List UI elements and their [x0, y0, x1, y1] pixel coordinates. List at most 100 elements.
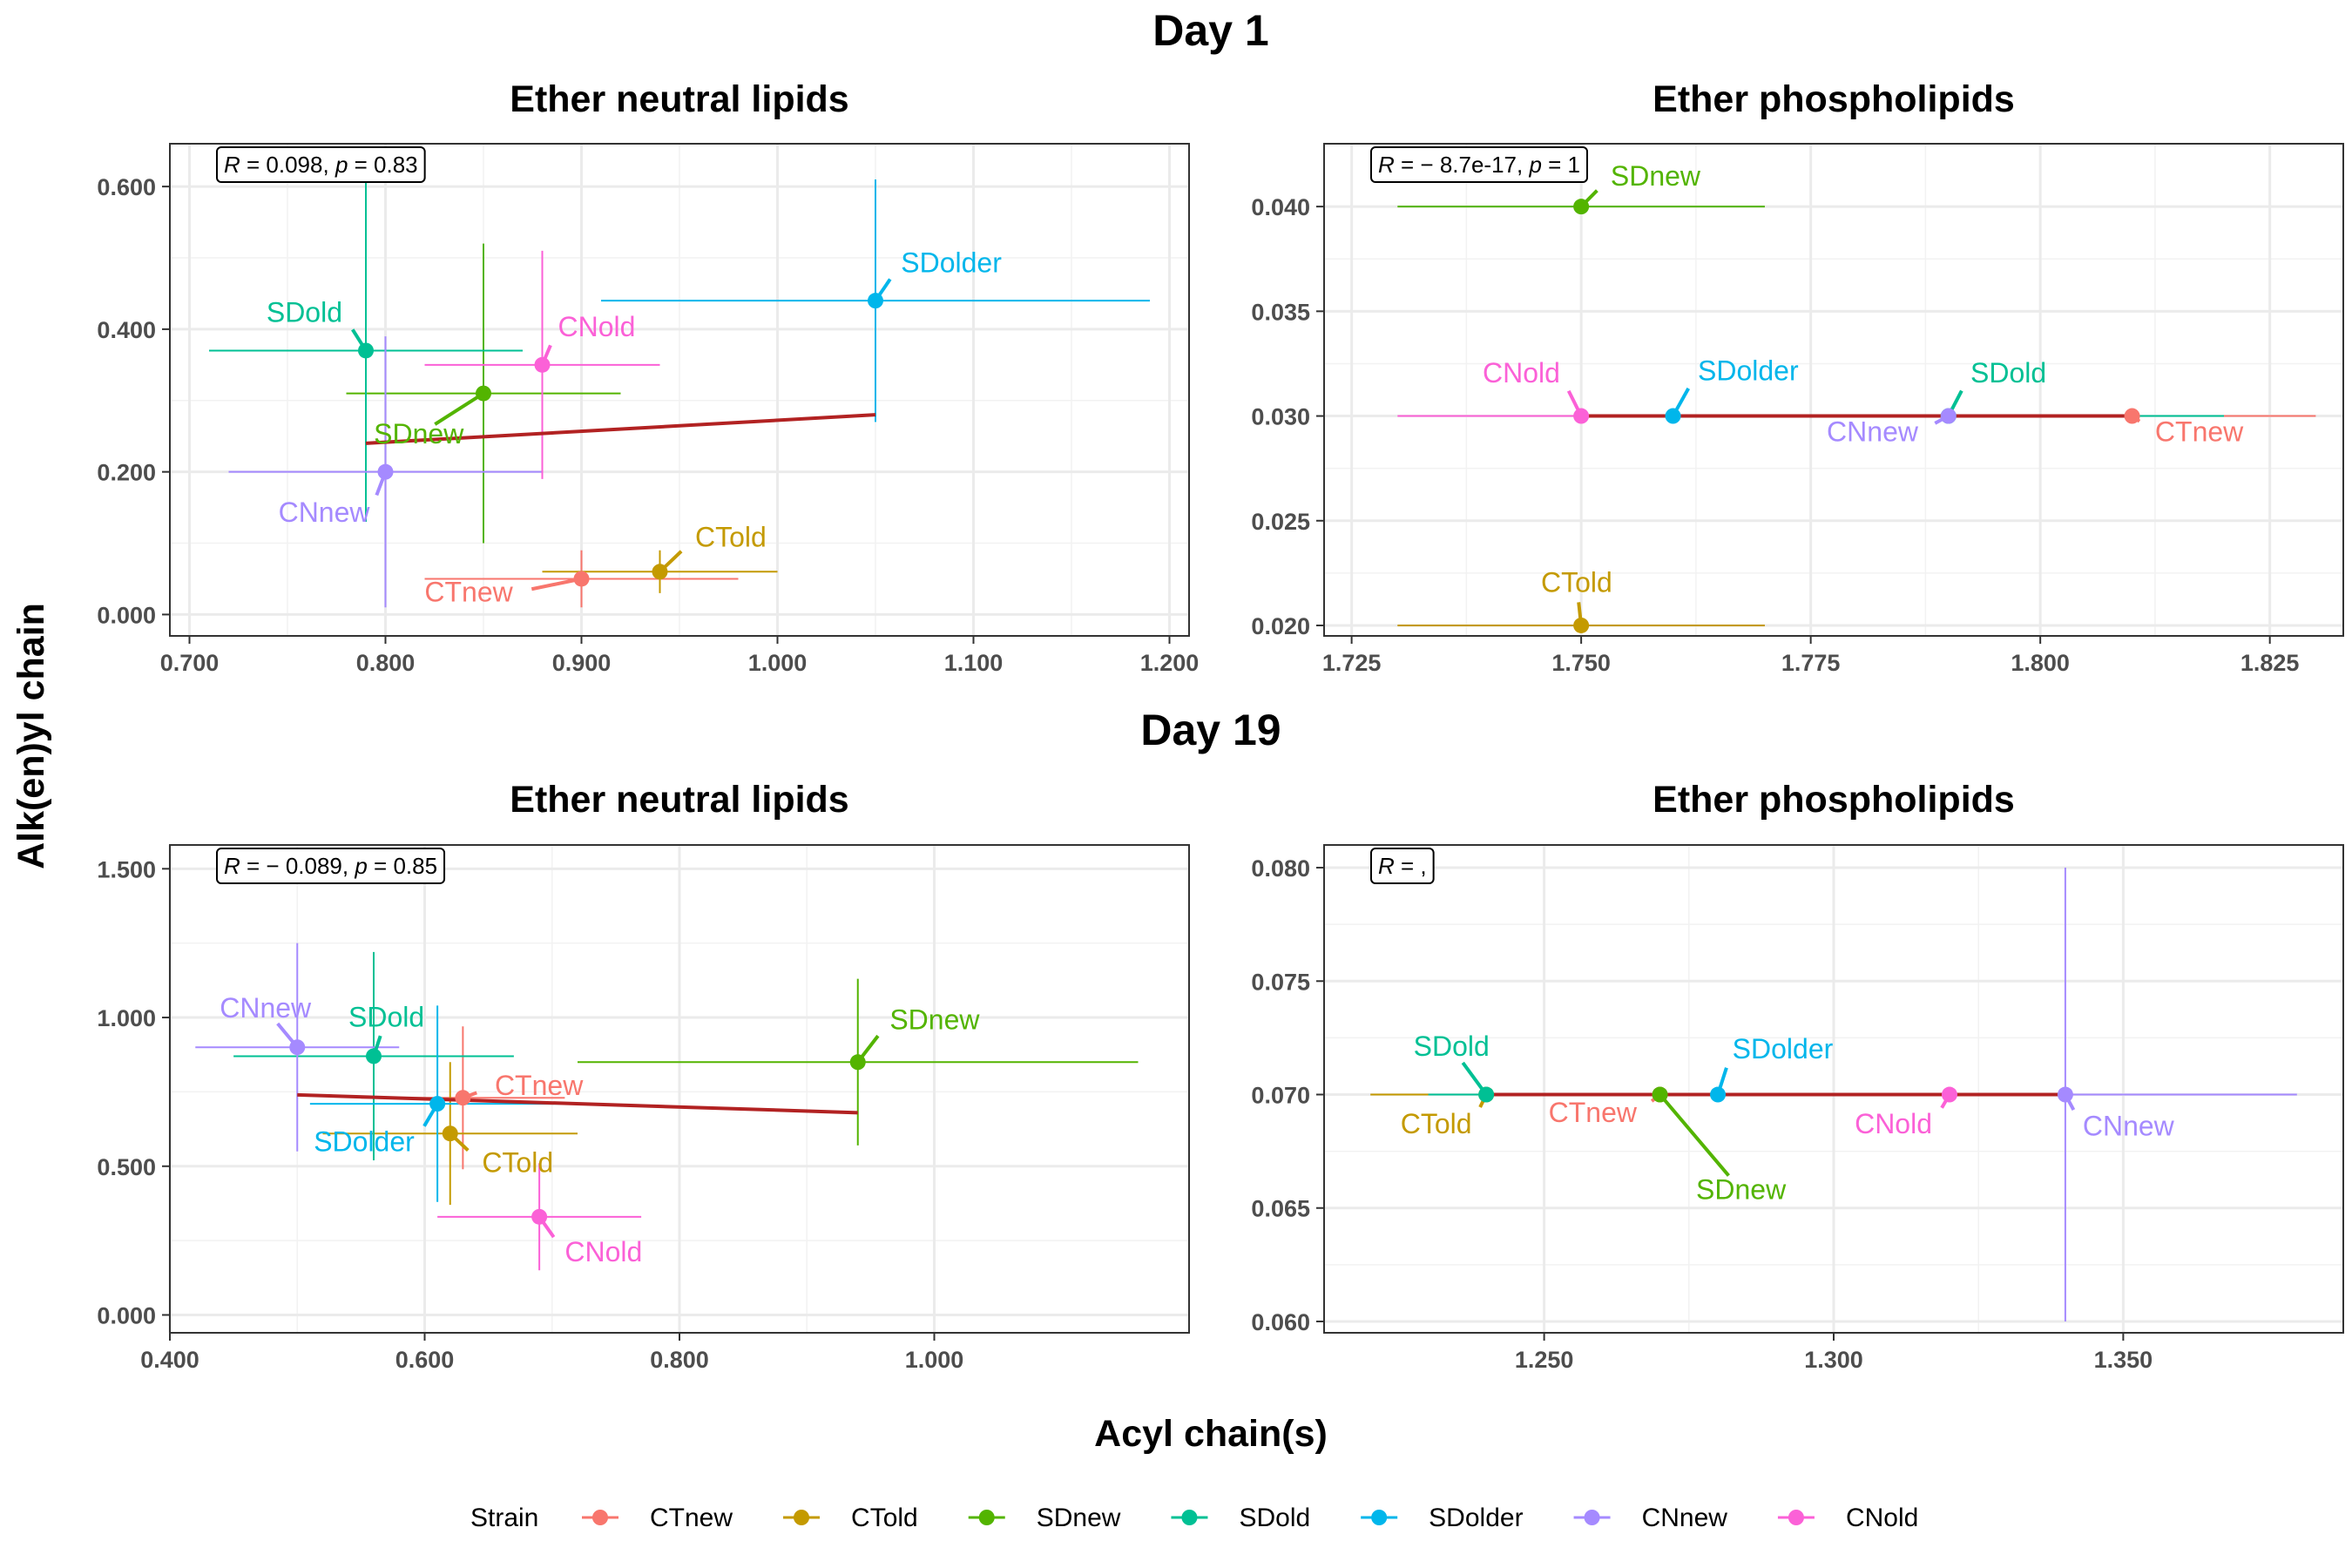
day-19-title: Day 19 — [1140, 706, 1281, 754]
regression-line — [297, 1092, 858, 1115]
y-tick-label: 0.060 — [1251, 1309, 1310, 1335]
correlation-annotation: R = 0.098, p = 0.83 — [224, 152, 418, 178]
annotation-box — [1370, 848, 1435, 884]
point-cnold — [1573, 408, 1590, 424]
correlation-annotation: R = − 8.7e-17, p = 1 — [1378, 152, 1580, 178]
x-tick-label: 1.800 — [2011, 650, 2070, 676]
point-label-cnnew: CNnew — [220, 992, 312, 1024]
panel-border — [1323, 143, 2344, 637]
point-label-ctnew: CTnew — [495, 1070, 584, 1101]
point-ctnew — [573, 571, 590, 587]
point-label-ctnew: CTnew — [1549, 1097, 1638, 1128]
y-tick-label: 0.020 — [1251, 613, 1310, 639]
annotation-r-label: R — [1378, 152, 1395, 178]
x-axis-title: Acyl chain(s) — [1094, 1413, 1328, 1455]
annotation-p-value: = 0.85 — [368, 853, 437, 879]
legend: Strain CTnew CTold SDnew SDold SDolder CNnew C… — [470, 1504, 1918, 1532]
point-label-sdnew: SDnew — [374, 418, 464, 449]
label-leader-sdnew — [434, 391, 485, 426]
legend-key-point-sdold — [1181, 1510, 1198, 1525]
point-ctold — [652, 564, 668, 580]
y-axis-title: Alk(en)yl chain — [10, 603, 52, 869]
panel-day19-phospho: CTnew CTold SDnew SDold SDolder CNnew CNold 1.2… — [1251, 844, 2344, 1373]
annotation-r-value: = − 0.089, — [240, 853, 355, 879]
legend-key-point-cnnew — [1584, 1510, 1600, 1525]
point-cnold — [1941, 1086, 1957, 1103]
y-tick-label: 0.080 — [1251, 855, 1310, 882]
y-tick-label: 0.030 — [1251, 404, 1310, 430]
point-cnold — [534, 356, 551, 373]
legend-label-cnold: CNold — [1846, 1504, 1918, 1532]
x-tick-label: 1.200 — [1140, 650, 1200, 676]
legend-label-sdnew: SDnew — [1037, 1504, 1121, 1532]
x-tick-label: 1.775 — [1781, 650, 1841, 676]
legend-label-ctold: CTold — [851, 1504, 918, 1532]
y-tick-label: 0.075 — [1251, 969, 1310, 995]
legend-label-cnnew: CNnew — [1642, 1504, 1728, 1532]
annotation-r-value: = 0.098, — [240, 152, 335, 178]
panel-1-title: Ether neutral lipids — [510, 78, 848, 120]
legend-key-point-ctold — [794, 1510, 810, 1525]
panel-3-title: Ether neutral lipids — [510, 779, 848, 821]
y-tick-label: 0.000 — [97, 1303, 156, 1329]
point-label-sdolder: SDolder — [314, 1126, 415, 1158]
panel-2-title: Ether phospholipids — [1652, 78, 2015, 120]
y-tick-label: 1.500 — [97, 856, 156, 882]
point-sdolder — [1710, 1086, 1727, 1103]
point-cnold — [531, 1208, 548, 1225]
x-tick-label: 1.250 — [1515, 1347, 1574, 1373]
day-1-title: Day 1 — [1152, 6, 1268, 55]
y-tick-label: 1.000 — [97, 1005, 156, 1031]
point-sdold — [358, 342, 374, 359]
point-cnnew — [289, 1039, 306, 1056]
point-sdold — [366, 1048, 382, 1064]
point-sdold — [1478, 1086, 1495, 1103]
point-label-cnold: CNold — [564, 1236, 642, 1267]
x-tick-label: 0.400 — [140, 1347, 199, 1373]
point-label-sdold: SDold — [1414, 1031, 1490, 1062]
annotation-p-label: p — [1528, 152, 1541, 178]
annotation-box — [216, 848, 446, 884]
y-tick-label: 0.040 — [1251, 194, 1310, 220]
x-tick-label: 1.725 — [1322, 650, 1382, 676]
point-label-sdold: SDold — [1970, 357, 2046, 389]
point-sdnew — [476, 385, 491, 402]
x-tick-label: 0.700 — [160, 650, 220, 676]
annotation-r-value: = − 8.7e-17, — [1395, 152, 1530, 178]
x-tick-label: 1.000 — [748, 650, 808, 676]
annotation-r-label: R — [1378, 853, 1395, 879]
point-label-cnnew: CNnew — [279, 497, 371, 528]
point-ctnew — [2124, 408, 2140, 424]
point-label-ctold: CTold — [1401, 1108, 1472, 1139]
y-tick-label: 0.400 — [97, 317, 156, 343]
point-sdnew — [849, 1054, 866, 1071]
annotation-box — [216, 146, 426, 183]
annotation-r-label: R — [224, 152, 240, 178]
annotation-p-label: p — [335, 152, 348, 178]
annotation-r-label: R — [224, 853, 240, 879]
point-cnnew — [377, 463, 394, 480]
point-sdnew — [1652, 1086, 1668, 1103]
correlation-annotation: R = − 0.089, p = 0.85 — [224, 853, 437, 879]
y-tick-label: 0.200 — [97, 460, 156, 486]
y-tick-label: 0.025 — [1251, 509, 1310, 535]
point-label-ctold: CTold — [695, 522, 767, 553]
x-tick-label: 1.100 — [944, 650, 1004, 676]
point-label-cnold: CNold — [558, 311, 636, 342]
point-label-cnold: CNold — [1855, 1108, 1932, 1139]
point-label-ctold: CTold — [482, 1147, 553, 1179]
point-sdolder — [868, 293, 883, 309]
point-label-sdolder: SDolder — [1733, 1033, 1834, 1064]
panel-day1-neutral: CTnew CTold SDnew SDold SDolder CNnew CNold 0.7… — [97, 143, 1200, 676]
point-label-ctnew: CTnew — [424, 577, 513, 608]
point-label-cnold: CNold — [1483, 357, 1560, 389]
legend-key-point-sdolder — [1371, 1510, 1388, 1525]
point-label-sdold: SDold — [348, 1001, 424, 1032]
y-tick-label: 0.035 — [1251, 299, 1310, 325]
x-tick-label: 1.000 — [905, 1347, 964, 1373]
correlation-annotation: R = , — [1378, 853, 1427, 879]
point-label-sdnew: SDnew — [1611, 160, 1701, 192]
annotation-r-value: = , — [1395, 853, 1427, 879]
point-label-sdnew: SDnew — [1696, 1173, 1787, 1205]
